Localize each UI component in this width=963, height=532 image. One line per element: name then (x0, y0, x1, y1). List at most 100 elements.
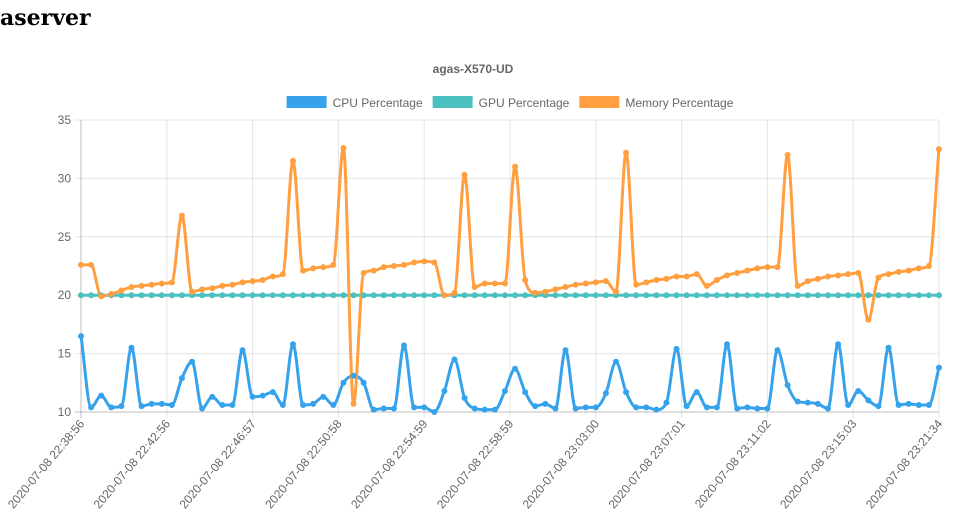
data-point[interactable] (905, 400, 912, 407)
data-point[interactable] (380, 264, 387, 271)
data-point[interactable] (582, 404, 589, 411)
data-point[interactable] (330, 401, 337, 408)
data-point[interactable] (229, 281, 236, 288)
data-point[interactable] (461, 171, 468, 178)
data-point[interactable] (279, 271, 286, 278)
data-point[interactable] (724, 341, 731, 348)
data-point[interactable] (855, 292, 862, 299)
data-point[interactable] (128, 292, 135, 299)
data-point[interactable] (289, 292, 296, 299)
data-point[interactable] (572, 292, 579, 299)
data-point[interactable] (724, 292, 731, 299)
data-point[interactable] (158, 400, 165, 407)
data-point[interactable] (734, 292, 741, 299)
data-point[interactable] (612, 358, 619, 365)
data-point[interactable] (390, 263, 397, 269)
data-point[interactable] (340, 145, 347, 152)
data-point[interactable] (633, 404, 640, 411)
data-point[interactable] (269, 273, 276, 280)
data-point[interactable] (239, 292, 246, 299)
data-point[interactable] (562, 292, 569, 299)
data-point[interactable] (380, 292, 387, 299)
data-point[interactable] (219, 282, 226, 289)
data-point[interactable] (582, 280, 589, 287)
data-point[interactable] (623, 149, 630, 156)
data-point[interactable] (532, 403, 539, 410)
data-point[interactable] (824, 405, 831, 412)
data-point[interactable] (572, 405, 579, 412)
data-point[interactable] (380, 405, 387, 412)
data-point[interactable] (421, 404, 428, 411)
data-point[interactable] (592, 292, 599, 299)
data-point[interactable] (88, 292, 95, 299)
data-point[interactable] (269, 389, 276, 396)
data-point[interactable] (552, 292, 559, 299)
data-point[interactable] (532, 289, 539, 296)
data-point[interactable] (441, 387, 448, 394)
data-point[interactable] (138, 403, 145, 410)
data-point[interactable] (118, 292, 125, 299)
data-point[interactable] (441, 292, 448, 299)
data-point[interactable] (88, 261, 95, 268)
data-point[interactable] (320, 264, 327, 271)
data-point[interactable] (249, 278, 256, 285)
data-point[interactable] (501, 280, 508, 287)
data-point[interactable] (875, 403, 882, 410)
data-point[interactable] (491, 406, 498, 413)
data-point[interactable] (734, 270, 741, 277)
data-point[interactable] (148, 281, 155, 288)
data-point[interactable] (300, 292, 307, 299)
data-point[interactable] (774, 292, 781, 299)
data-point[interactable] (481, 406, 488, 413)
data-point[interactable] (925, 263, 932, 269)
data-point[interactable] (895, 401, 902, 408)
data-point[interactable] (814, 400, 821, 407)
data-point[interactable] (754, 405, 761, 412)
data-point[interactable] (663, 399, 670, 406)
data-point[interactable] (915, 265, 922, 272)
data-point[interactable] (451, 356, 458, 363)
data-point[interactable] (249, 292, 256, 299)
data-point[interactable] (209, 393, 216, 400)
data-point[interactable] (138, 282, 145, 289)
data-point[interactable] (925, 401, 932, 408)
data-point[interactable] (108, 291, 115, 298)
data-point[interactable] (118, 403, 125, 410)
data-point[interactable] (128, 344, 135, 351)
data-point[interactable] (411, 292, 418, 299)
data-point[interactable] (804, 399, 811, 406)
data-point[interactable] (703, 404, 710, 411)
data-point[interactable] (178, 292, 185, 299)
data-point[interactable] (542, 288, 549, 295)
data-point[interactable] (774, 347, 781, 354)
data-point[interactable] (643, 279, 650, 286)
data-point[interactable] (209, 285, 216, 292)
data-point[interactable] (370, 292, 377, 299)
data-point[interactable] (703, 292, 710, 299)
data-point[interactable] (673, 345, 680, 352)
data-point[interactable] (744, 404, 751, 411)
data-point[interactable] (370, 406, 377, 413)
data-point[interactable] (754, 292, 761, 299)
data-point[interactable] (471, 405, 478, 412)
data-point[interactable] (370, 267, 377, 274)
data-point[interactable] (350, 372, 357, 379)
data-point[interactable] (683, 403, 690, 410)
data-point[interactable] (340, 379, 347, 386)
data-point[interactable] (189, 358, 196, 365)
data-point[interactable] (814, 275, 821, 282)
data-point[interactable] (522, 292, 529, 299)
data-point[interactable] (592, 404, 599, 411)
data-point[interactable] (633, 281, 640, 288)
data-point[interactable] (915, 292, 922, 299)
data-point[interactable] (199, 292, 206, 299)
data-point[interactable] (643, 292, 650, 299)
data-point[interactable] (824, 292, 831, 299)
data-point[interactable] (501, 387, 508, 394)
data-point[interactable] (865, 292, 872, 299)
data-point[interactable] (845, 401, 852, 408)
data-point[interactable] (259, 292, 266, 299)
data-point[interactable] (168, 401, 175, 408)
data-point[interactable] (229, 401, 236, 408)
data-point[interactable] (875, 292, 882, 299)
